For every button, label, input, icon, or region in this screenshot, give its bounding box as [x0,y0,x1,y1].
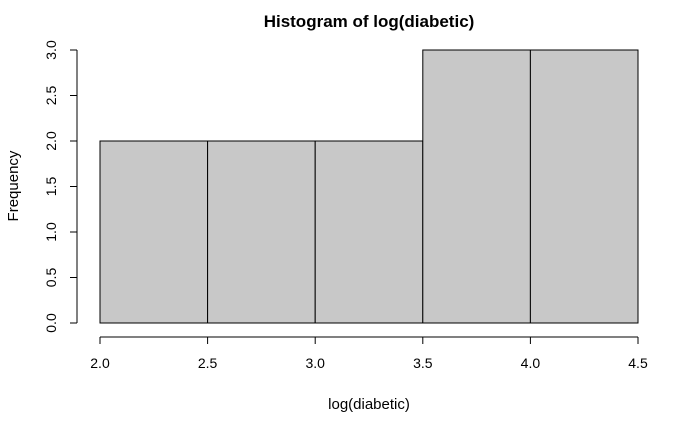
histogram-bar-2 [207,140,316,324]
y-tick-label: 2.0 [43,131,59,151]
histogram-bar-5 [529,49,639,324]
x-axis-label: log(diabetic) [328,396,410,413]
y-tick-label: 0.0 [43,313,59,333]
histogram-bar-1 [99,140,209,324]
chart-title: Histogram of log(diabetic) [264,12,475,31]
y-axis: 0.0 0.5 1.0 1.5 2.0 2.5 3.0 [43,40,78,333]
x-tick-label: 2.0 [90,355,110,371]
x-tick-label: 3.5 [413,355,433,371]
x-tick-label: 3.0 [305,355,325,371]
histogram-bar-3 [314,140,424,324]
y-tick-label: 3.0 [43,40,59,60]
y-tick-label: 2.5 [43,86,59,106]
bars-group [99,49,639,324]
y-tick-label: 0.5 [43,268,59,288]
x-axis: 2.0 2.5 3.0 3.5 4.0 4.5 [90,336,648,371]
x-tick-label: 4.5 [628,355,648,371]
y-tick-label: 1.5 [43,177,59,197]
x-tick-label: 4.0 [521,355,541,371]
y-axis-label: Frequency [5,150,22,221]
x-tick-label: 2.5 [198,355,218,371]
histogram-bar-4 [422,49,531,324]
y-tick-label: 1.0 [43,222,59,242]
